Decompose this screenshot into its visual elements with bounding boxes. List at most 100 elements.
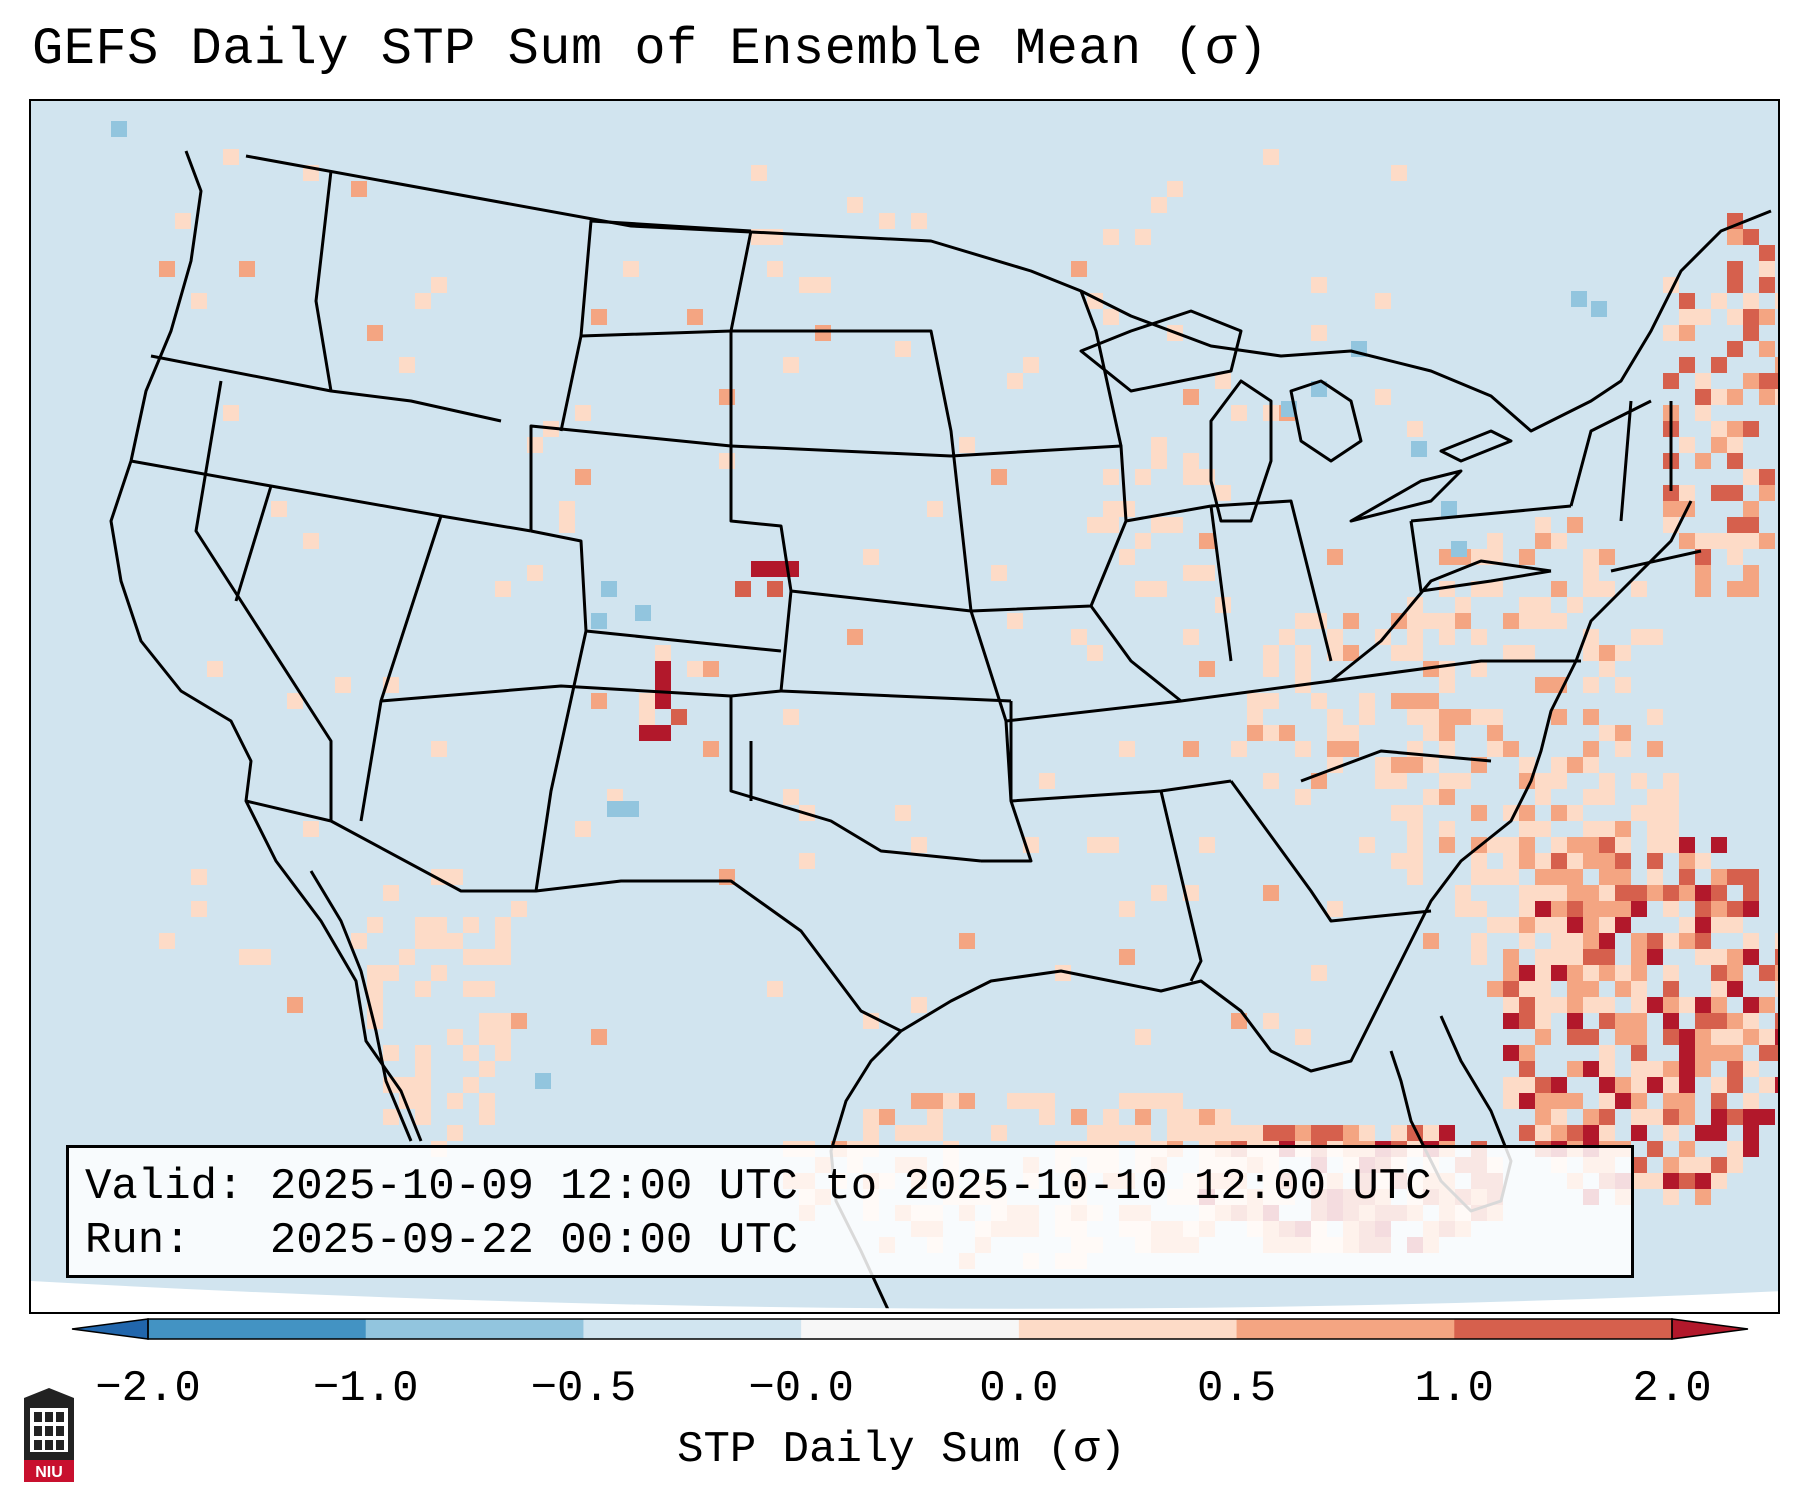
anomaly-cell	[1583, 709, 1599, 725]
anomaly-cell	[1407, 629, 1423, 645]
anomaly-cell	[1679, 1045, 1695, 1061]
anomaly-cell	[1695, 1061, 1711, 1077]
anomaly-cell	[1599, 1109, 1615, 1125]
anomaly-cell	[1743, 421, 1759, 437]
anomaly-cell	[1135, 533, 1151, 549]
anomaly-cell	[1423, 613, 1439, 629]
anomaly-cell	[1439, 773, 1455, 789]
anomaly-cell	[1327, 709, 1343, 725]
anomaly-cell	[1407, 757, 1423, 773]
anomaly-cell	[1583, 1061, 1599, 1077]
anomaly-cell	[1183, 1125, 1199, 1141]
anomaly-cell	[1583, 901, 1599, 917]
anomaly-cell	[1615, 901, 1631, 917]
anomaly-cell	[1071, 629, 1087, 645]
anomaly-cell	[1711, 1077, 1727, 1093]
anomaly-cell	[1647, 885, 1663, 901]
anomaly-cell	[1183, 629, 1199, 645]
anomaly-cell	[223, 405, 239, 421]
anomaly-cell	[655, 693, 671, 709]
anomaly-cell	[1583, 789, 1599, 805]
anomaly-cell	[1743, 997, 1759, 1013]
anomaly-cell	[1743, 517, 1759, 533]
anomaly-cell	[1631, 885, 1647, 901]
anomaly-cell	[1583, 565, 1599, 581]
anomaly-cell	[1663, 517, 1679, 533]
anomaly-cell	[1727, 1045, 1743, 1061]
anomaly-cell	[1263, 661, 1279, 677]
anomaly-cell	[1375, 389, 1391, 405]
anomaly-cell	[239, 949, 255, 965]
anomaly-cell	[1615, 1093, 1631, 1109]
anomaly-cell	[367, 917, 383, 933]
anomaly-cell	[1151, 517, 1167, 533]
anomaly-cell	[1327, 1125, 1343, 1141]
anomaly-cell	[1391, 165, 1407, 181]
anomaly-cell	[1711, 1109, 1727, 1125]
anomaly-cell	[1567, 997, 1583, 1013]
anomaly-cell	[575, 821, 591, 837]
anomaly-cell	[1567, 869, 1583, 885]
anomaly-cell	[415, 1061, 431, 1077]
anomaly-cell	[1743, 1061, 1759, 1077]
anomaly-cell	[1295, 645, 1311, 661]
anomaly-cell	[1727, 965, 1743, 981]
anomaly-cell	[1775, 1077, 1778, 1093]
anomaly-cell	[1727, 1141, 1743, 1157]
anomaly-cell	[1327, 549, 1343, 565]
anomaly-cell	[1695, 949, 1711, 965]
anomaly-cell	[255, 949, 271, 965]
anomaly-cell	[1119, 1093, 1135, 1109]
anomaly-cell	[1535, 901, 1551, 917]
anomaly-cell	[1567, 965, 1583, 981]
anomaly-cell	[1151, 885, 1167, 901]
anomaly-cell	[1327, 629, 1343, 645]
anomaly-cell	[1775, 293, 1778, 309]
anomaly-cell	[1583, 997, 1599, 1013]
anomaly-cell	[1311, 325, 1327, 341]
anomaly-cell	[1679, 885, 1695, 901]
anomaly-cell	[1631, 1029, 1647, 1045]
anomaly-cell	[1327, 901, 1343, 917]
anomaly-cell	[1263, 645, 1279, 661]
anomaly-cell	[1519, 1013, 1535, 1029]
anomaly-cell	[1567, 517, 1583, 533]
anomaly-cell	[1023, 1093, 1039, 1109]
stp-anomaly-cells	[111, 121, 1778, 1269]
anomaly-cell	[1567, 1029, 1583, 1045]
anomaly-cell	[111, 121, 127, 137]
anomaly-cell	[735, 581, 751, 597]
anomaly-cell	[1279, 725, 1295, 741]
anomaly-cell	[1679, 933, 1695, 949]
anomaly-cell	[159, 261, 175, 277]
anomaly-cell	[1135, 1109, 1151, 1125]
anomaly-cell	[1391, 805, 1407, 821]
anomaly-cell	[1599, 1077, 1615, 1093]
anomaly-cell	[639, 693, 655, 709]
anomaly-cell	[1599, 901, 1615, 917]
anomaly-cell	[1039, 773, 1055, 789]
anomaly-cell	[1167, 1125, 1183, 1141]
anomaly-cell	[1551, 1093, 1567, 1109]
anomaly-cell	[1599, 1125, 1615, 1141]
anomaly-cell	[1679, 325, 1695, 341]
anomaly-cell	[303, 821, 319, 837]
anomaly-cell	[1503, 997, 1519, 1013]
anomaly-cell	[1183, 453, 1199, 469]
anomaly-cell	[943, 1093, 959, 1109]
anomaly-cell	[1551, 581, 1567, 597]
anomaly-cell	[1775, 357, 1778, 373]
anomaly-cell	[1663, 805, 1679, 821]
anomaly-cell	[911, 1093, 927, 1109]
anomaly-cell	[1151, 1093, 1167, 1109]
colorbar	[71, 1318, 1749, 1340]
anomaly-cell	[191, 293, 207, 309]
anomaly-cell	[751, 561, 767, 577]
colorbar-tick-label: −2.0	[95, 1364, 201, 1414]
anomaly-cell	[1743, 229, 1759, 245]
anomaly-cell	[1647, 997, 1663, 1013]
anomaly-cell	[1631, 1061, 1647, 1077]
anomaly-cell	[1103, 229, 1119, 245]
anomaly-cell	[1519, 965, 1535, 981]
anomaly-cell	[1503, 965, 1519, 981]
